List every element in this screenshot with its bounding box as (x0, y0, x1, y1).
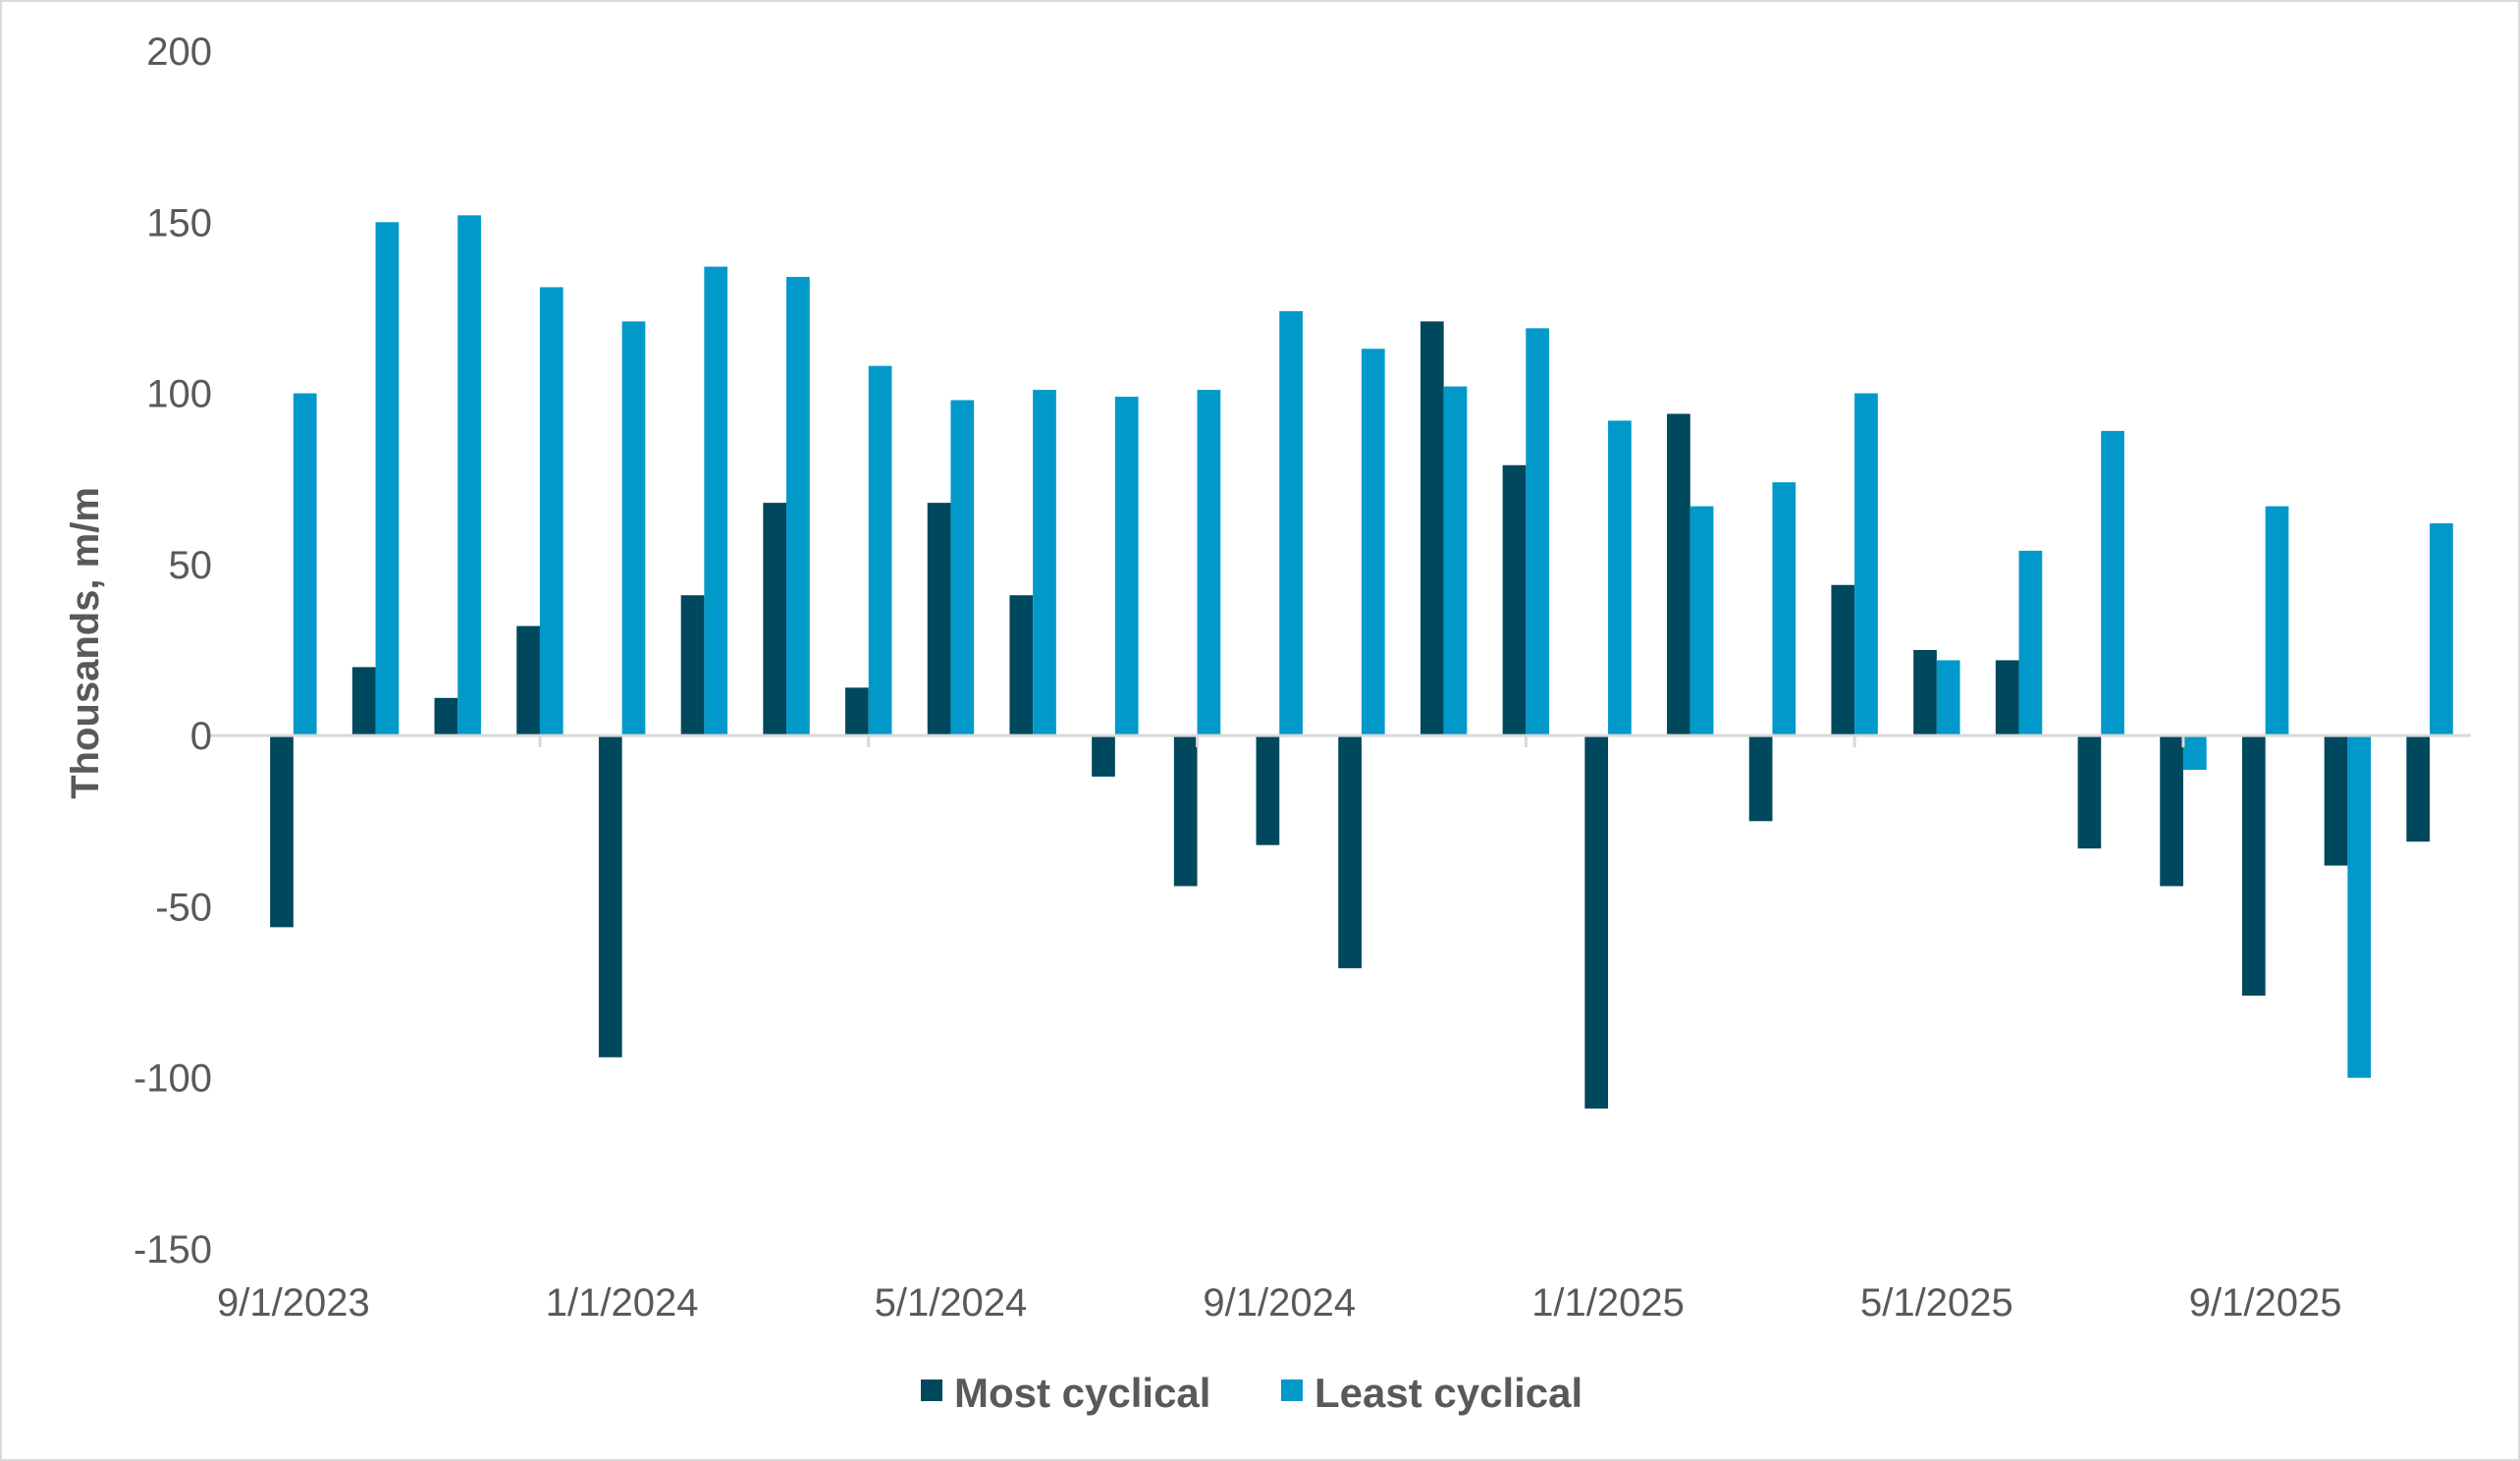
bar-most-cyclical-17 (1667, 413, 1690, 736)
bar-most-cyclical-9 (1009, 595, 1034, 736)
bar-most-cyclical-10 (1092, 735, 1115, 777)
x-tick-label: 5/1/2025 (1860, 1281, 2013, 1325)
y-tick-label: -100 (134, 1057, 212, 1101)
bar-most-cyclical-11 (1173, 735, 1198, 887)
bar-least-cyclical-15 (1526, 328, 1550, 736)
bar-most-cyclical-22 (2077, 735, 2102, 849)
y-tick-label: -150 (134, 1228, 212, 1272)
bar-most-cyclical-8 (927, 503, 951, 736)
bar-least-cyclical-3 (539, 287, 563, 736)
legend-swatch-least-cyclical (1281, 1380, 1303, 1401)
x-tick-label: 1/1/2024 (546, 1281, 699, 1325)
x-tick-label: 9/1/2023 (217, 1281, 370, 1325)
bar-most-cyclical-25 (2324, 735, 2348, 866)
bar-most-cyclical-5 (680, 595, 705, 736)
x-tick-label: 1/1/2025 (1531, 1281, 1685, 1325)
bar-least-cyclical-23 (2182, 735, 2207, 770)
bar-most-cyclical-3 (516, 625, 540, 736)
bar-least-cyclical-19 (1854, 393, 1878, 736)
bar-least-cyclical-24 (2265, 506, 2289, 736)
y-tick-label: 200 (146, 30, 212, 74)
bar-least-cyclical-9 (1033, 390, 1056, 736)
bar-least-cyclical-5 (704, 266, 728, 736)
bar-least-cyclical-12 (1279, 310, 1303, 736)
legend-label-most-cyclical: Most cyclical (954, 1370, 1210, 1416)
y-tick-label: 50 (169, 544, 213, 587)
bar-most-cyclical-18 (1748, 735, 1773, 822)
bar-most-cyclical-2 (434, 697, 458, 736)
bar-least-cyclical-26 (2430, 523, 2453, 736)
bar-least-cyclical-8 (950, 400, 975, 736)
legend: Most cyclical Least cyclical (921, 1370, 1582, 1416)
bar-most-cyclical-7 (845, 687, 869, 736)
bar-most-cyclical-1 (351, 667, 376, 736)
bar-least-cyclical-10 (1114, 397, 1139, 736)
bar-most-cyclical-26 (2406, 735, 2431, 842)
bar-least-cyclical-13 (1361, 349, 1385, 736)
x-tick-label: 9/1/2025 (2189, 1281, 2342, 1325)
y-tick-label: 150 (146, 201, 212, 244)
bar-most-cyclical-23 (2160, 735, 2183, 887)
bar-least-cyclical-11 (1197, 390, 1221, 736)
bar-least-cyclical-0 (293, 393, 317, 736)
bar-most-cyclical-16 (1584, 735, 1609, 1109)
bar-least-cyclical-25 (2347, 735, 2372, 1078)
bar-least-cyclical-14 (1443, 386, 1468, 736)
bar-most-cyclical-21 (1995, 660, 2019, 736)
bar-least-cyclical-22 (2101, 430, 2124, 736)
bar-least-cyclical-6 (786, 277, 810, 736)
y-tick-label: 100 (146, 373, 212, 416)
legend-label-least-cyclical: Least cyclical (1314, 1370, 1582, 1416)
bar-least-cyclical-17 (1689, 506, 1714, 736)
bar-most-cyclical-14 (1420, 321, 1444, 736)
y-tick-label: 0 (190, 715, 212, 758)
bar-most-cyclical-4 (598, 735, 622, 1057)
y-axis-title: Thousands, m/m (64, 487, 107, 799)
bar-most-cyclical-6 (763, 503, 787, 736)
bar-most-cyclical-19 (1831, 584, 1855, 736)
x-tick-label: 9/1/2024 (1203, 1281, 1356, 1325)
bar-least-cyclical-4 (621, 321, 646, 736)
bar-least-cyclical-18 (1772, 482, 1796, 736)
bar-most-cyclical-13 (1338, 735, 1362, 969)
bar-most-cyclical-0 (270, 735, 294, 928)
bar-least-cyclical-1 (375, 222, 400, 736)
bar-least-cyclical-16 (1608, 420, 1632, 736)
bar-least-cyclical-20 (1936, 660, 1960, 736)
bar-least-cyclical-2 (457, 215, 481, 736)
bar-least-cyclical-21 (2018, 550, 2043, 736)
legend-swatch-most-cyclical (921, 1380, 942, 1401)
y-tick-label: -50 (155, 886, 212, 929)
bar-most-cyclical-12 (1256, 735, 1280, 845)
bar-most-cyclical-20 (1913, 650, 1937, 736)
bar-most-cyclical-24 (2241, 735, 2266, 997)
x-tick-label: 5/1/2024 (875, 1281, 1028, 1325)
bar-most-cyclical-15 (1502, 464, 1527, 736)
bar-least-cyclical-7 (868, 365, 892, 736)
